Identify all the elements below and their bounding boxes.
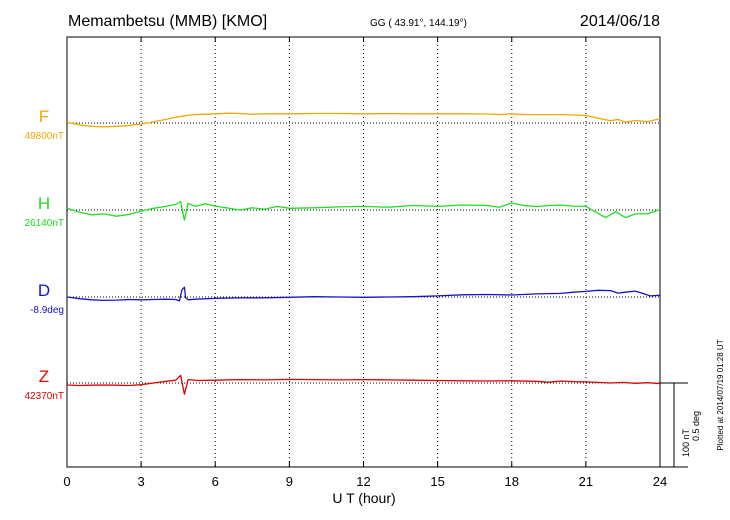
grid [140,37,587,467]
x-tick-label: 0 [63,474,70,489]
scale-label-deg: 0.5 deg [691,411,701,441]
x-tick-label: 21 [579,474,593,489]
series-labels: F 49800nT H 26140nT D -8.9deg Z 42370nT [25,107,64,402]
series-name-z: Z [39,367,49,386]
series-baseline-d: -8.9deg [30,305,64,316]
x-tick-label: 18 [505,474,519,489]
station-title: Memambetsu (MMB) [KMO] [68,13,267,30]
scale-bar: 100 nT 0.5 deg [660,382,701,468]
series-baseline-h: 26140nT [25,218,64,229]
series-line-h [66,200,661,221]
series-baseline-f: 49800nT [25,131,64,142]
series-name-h: H [38,194,50,213]
x-tick-labels: 0 3 6 9 12 15 18 21 24 [63,37,667,489]
x-tick-label: 9 [286,474,293,489]
date-label: 2014/06/18 [580,13,660,30]
series-lines [66,112,661,395]
x-tick-label: 3 [138,474,145,489]
series-line-z [66,374,661,395]
scale-label-nt: 100 nT [681,428,691,457]
series-line-f [66,112,661,128]
series-name-d: D [38,281,50,300]
x-tick-label: 12 [356,474,370,489]
coords-label: GG ( 43.91°, 144.19°) [370,18,467,29]
x-axis-label: U T (hour) [332,490,395,506]
series-baseline-z: 42370nT [25,391,64,402]
series-name-f: F [39,107,49,126]
x-tick-label: 15 [430,474,444,489]
x-tick-label: 24 [653,474,667,489]
series-line-d [66,286,661,302]
x-tick-label: 6 [212,474,219,489]
plotted-note: Plotted at 2014/07/19 01:28 UT [716,339,725,450]
